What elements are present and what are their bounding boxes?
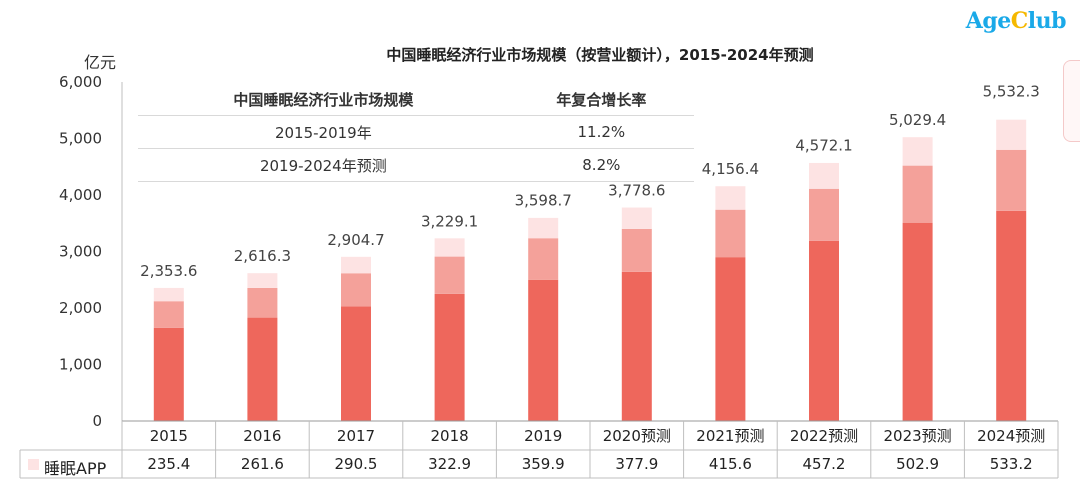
y-tick-label: 5,000 [59, 130, 102, 148]
cagr-rate: 8.2% [508, 148, 694, 182]
bar-segment-0 [341, 306, 371, 421]
bar-segment-0 [715, 257, 746, 421]
table-value: 261.6 [241, 455, 284, 473]
bar-segment-1 [434, 256, 465, 294]
bar-segment-0 [809, 240, 839, 421]
bar-segment-1 [809, 188, 839, 241]
cagr-row: 2019-2024年预测 8.2% [138, 148, 694, 182]
cagr-table: 中国睡眠经济行业市场规模 年复合增长率 2015-2019年 11.2% 201… [138, 84, 694, 182]
y-axis-unit: 亿元 [84, 53, 117, 72]
bar-segment-1 [996, 149, 1027, 211]
y-tick-label: 3,000 [59, 243, 102, 261]
x-tick-label: 2018 [431, 427, 469, 445]
y-tick-label: 2,000 [59, 299, 102, 317]
table-value: 377.9 [615, 455, 658, 473]
table-value: 457.2 [803, 455, 846, 473]
bar-segment-2 [902, 137, 933, 166]
bar-segment-1 [153, 301, 184, 328]
bar-segment-1 [621, 228, 652, 272]
table-value: 502.9 [896, 455, 939, 473]
bar-segment-2 [528, 217, 559, 239]
y-tick-label: 0 [92, 412, 102, 430]
bar-segment-2 [153, 287, 184, 302]
cagr-period: 2015-2019年 [138, 115, 509, 149]
y-tick-label: 6,000 [59, 73, 102, 91]
x-tick-label: 2024预测 [977, 427, 1045, 445]
cagr-period: 2019-2024年预测 [138, 148, 509, 182]
x-tick-label: 2023预测 [884, 427, 952, 445]
x-tick-label: 2016 [243, 427, 281, 445]
cagr-header-row: 中国睡眠经济行业市场规模 年复合增长率 [138, 84, 694, 116]
bar-segment-0 [247, 317, 278, 421]
legend-label-sleep-app: 睡眠APP [44, 459, 107, 478]
bar-total-label: 5,029.4 [889, 111, 946, 129]
bar-total-label: 2,616.3 [234, 247, 291, 265]
x-tick-label: 2019 [524, 427, 562, 445]
table-value: 359.9 [522, 455, 565, 473]
bar-segment-0 [434, 293, 465, 421]
bar-segment-0 [621, 271, 652, 421]
bar-total-label: 5,532.3 [983, 82, 1040, 100]
bar-segment-2 [621, 207, 652, 229]
bar-total-label: 2,904.7 [327, 231, 384, 249]
bar-segment-1 [715, 209, 746, 258]
bar-total-label: 3,778.6 [608, 182, 665, 200]
bar-segment-1 [247, 287, 278, 318]
x-tick-label: 2022预测 [790, 427, 858, 445]
bar-segment-0 [153, 327, 184, 421]
bar-total-label: 3,229.1 [421, 213, 478, 231]
bar-segment-2 [809, 162, 839, 189]
table-value: 235.4 [147, 455, 190, 473]
bar-segment-1 [341, 273, 371, 307]
bar-total-label: 4,572.1 [795, 137, 852, 155]
cagr-rate: 11.2% [508, 115, 694, 149]
cagr-header-market: 中国睡眠经济行业市场规模 [233, 91, 414, 109]
y-tick-label: 1,000 [59, 356, 102, 374]
bar-segment-1 [528, 238, 559, 280]
bar-total-label: 3,598.7 [515, 192, 572, 210]
legend-key-sleep-app [28, 459, 39, 470]
table-value: 533.2 [990, 455, 1033, 473]
x-tick-label: 2021预测 [696, 427, 764, 445]
bar-segment-1 [902, 165, 933, 223]
cagr-row: 2015-2019年 11.2% [138, 115, 694, 149]
bar-segment-2 [715, 186, 746, 210]
chart-title: 中国睡眠经济行业市场规模（按营业额计），2015-2024年预测 [386, 46, 814, 64]
bar-segment-0 [996, 210, 1027, 421]
x-tick-label: 2020预测 [603, 427, 671, 445]
y-tick-label: 4,000 [59, 186, 102, 204]
bar-segment-2 [247, 273, 278, 288]
bar-segment-0 [902, 222, 933, 421]
table-value: 415.6 [709, 455, 752, 473]
bar-segment-2 [434, 238, 465, 257]
bar-segment-0 [528, 279, 559, 421]
table-value: 290.5 [335, 455, 378, 473]
x-tick-label: 2015 [150, 427, 188, 445]
side-decoration [1063, 60, 1080, 142]
cagr-header-rate: 年复合增长率 [556, 91, 647, 109]
table-value: 322.9 [428, 455, 471, 473]
bar-total-label: 2,353.6 [140, 262, 197, 280]
x-tick-label: 2017 [337, 427, 375, 445]
bar-segment-2 [996, 119, 1027, 150]
bar-total-label: 4,156.4 [702, 160, 759, 178]
bar-segment-2 [341, 256, 371, 274]
ageclub-logo: AgeClub [965, 8, 1067, 34]
